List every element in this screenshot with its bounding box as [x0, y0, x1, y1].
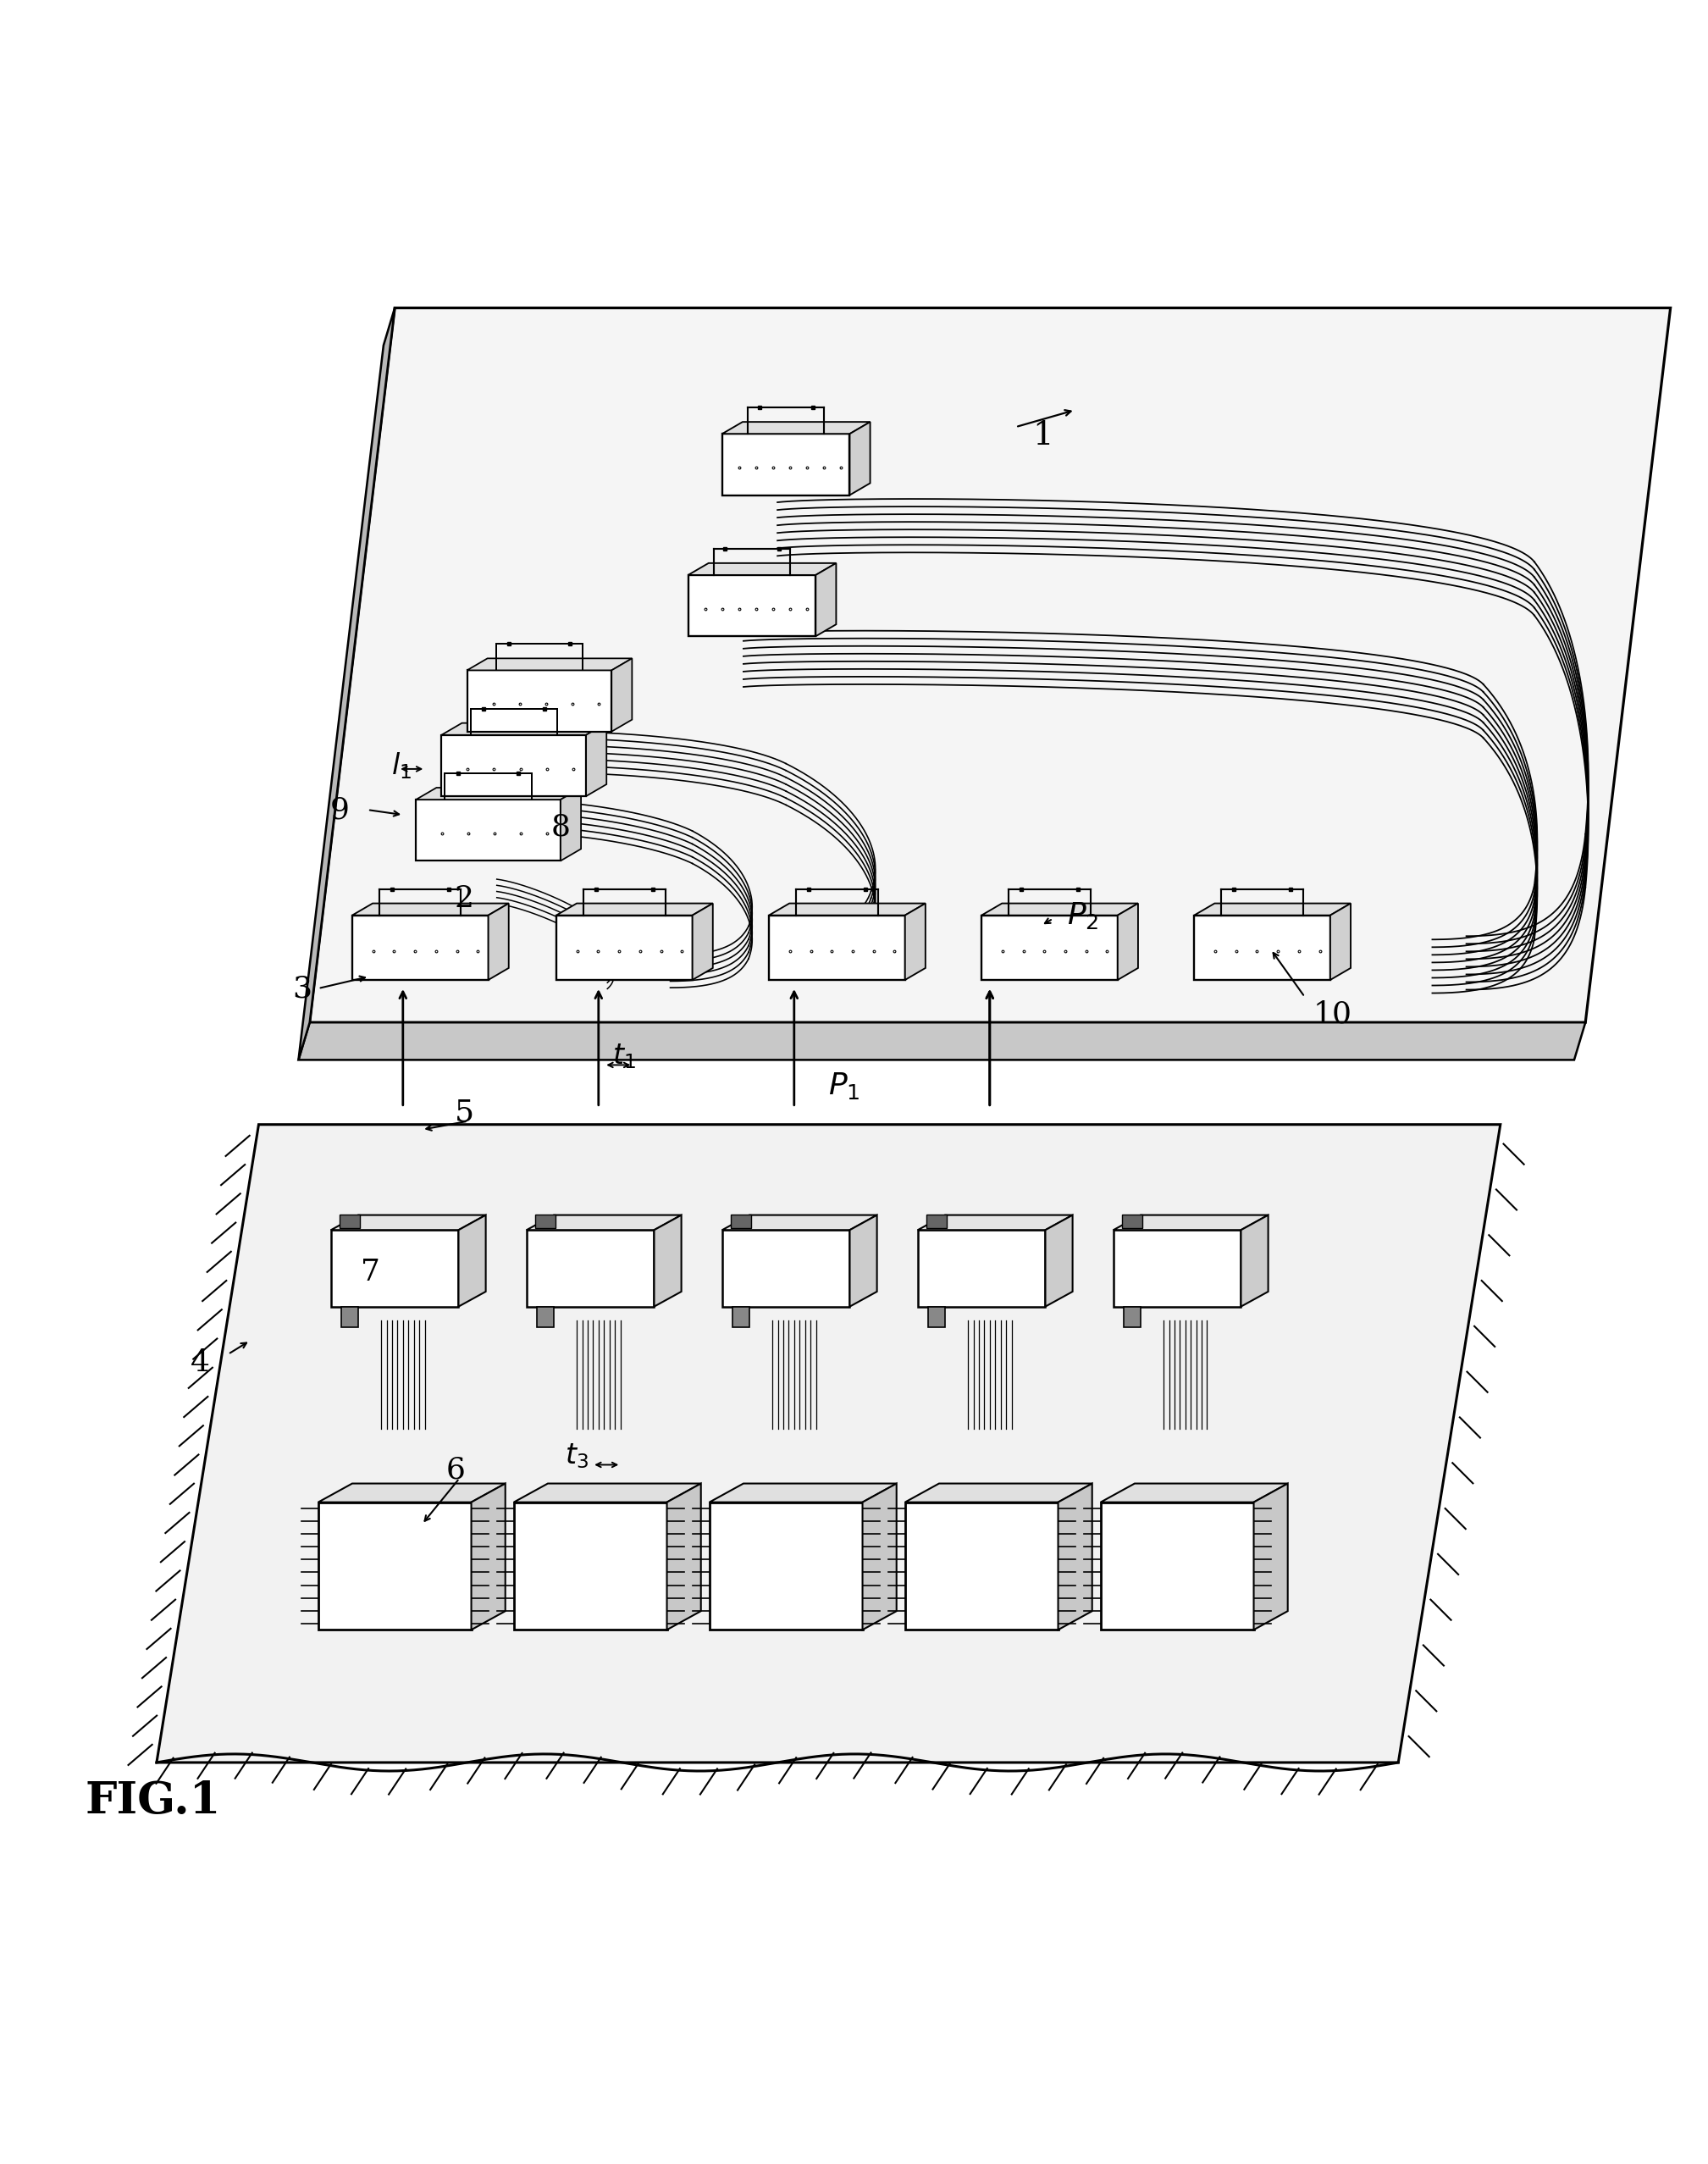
Polygon shape [466, 658, 632, 671]
Polygon shape [905, 902, 926, 980]
Polygon shape [417, 799, 560, 861]
Polygon shape [557, 915, 692, 980]
Text: 1: 1 [1033, 420, 1054, 450]
Polygon shape [1114, 1214, 1267, 1229]
Polygon shape [458, 1214, 485, 1307]
Polygon shape [851, 1214, 876, 1307]
Polygon shape [654, 1214, 681, 1307]
Polygon shape [1117, 902, 1138, 980]
Polygon shape [526, 1214, 681, 1229]
Bar [733, 1307, 750, 1327]
Polygon shape [917, 1214, 1073, 1229]
Polygon shape [1045, 1214, 1073, 1307]
Polygon shape [1331, 902, 1351, 980]
Polygon shape [442, 736, 586, 796]
Text: $t_1$: $t_1$ [613, 1043, 635, 1071]
Polygon shape [851, 422, 869, 496]
Text: 7: 7 [360, 1257, 381, 1288]
Text: 9: 9 [330, 796, 350, 824]
Polygon shape [611, 658, 632, 731]
Polygon shape [1100, 1485, 1288, 1502]
Polygon shape [688, 563, 837, 576]
Text: 6: 6 [446, 1456, 465, 1485]
Polygon shape [514, 1485, 700, 1502]
Polygon shape [1059, 1485, 1091, 1629]
Polygon shape [722, 422, 869, 433]
Polygon shape [488, 902, 509, 980]
Text: 5: 5 [454, 1097, 473, 1127]
Bar [927, 1307, 945, 1327]
Polygon shape [709, 1485, 897, 1502]
Text: 4: 4 [191, 1348, 210, 1376]
Text: 10: 10 [1313, 1000, 1353, 1028]
Text: $P_2$: $P_2$ [1066, 900, 1098, 931]
Polygon shape [318, 1502, 471, 1629]
Polygon shape [352, 915, 488, 980]
Bar [1122, 1214, 1143, 1229]
Bar [535, 1214, 555, 1229]
Polygon shape [709, 1502, 863, 1629]
Polygon shape [299, 1021, 1585, 1060]
Polygon shape [352, 902, 509, 915]
Polygon shape [471, 1485, 506, 1629]
Polygon shape [309, 307, 1670, 1021]
Polygon shape [1194, 902, 1351, 915]
Polygon shape [722, 433, 851, 496]
Polygon shape [982, 915, 1117, 980]
Polygon shape [769, 902, 926, 915]
Polygon shape [905, 1502, 1059, 1629]
Polygon shape [442, 723, 606, 736]
Polygon shape [299, 307, 395, 1060]
Polygon shape [526, 1229, 654, 1307]
Polygon shape [514, 1502, 666, 1629]
Text: $P_1$: $P_1$ [828, 1071, 861, 1101]
Polygon shape [863, 1485, 897, 1629]
Polygon shape [688, 576, 816, 636]
Bar [342, 1307, 359, 1327]
Polygon shape [1114, 1229, 1242, 1307]
Bar [731, 1214, 752, 1229]
Polygon shape [557, 902, 712, 915]
Text: $t_3$: $t_3$ [565, 1441, 589, 1472]
Polygon shape [586, 723, 606, 796]
Text: $l_1$: $l_1$ [391, 751, 412, 781]
Polygon shape [816, 563, 837, 636]
Polygon shape [722, 1214, 876, 1229]
Polygon shape [1254, 1485, 1288, 1629]
Text: 3: 3 [292, 974, 313, 1002]
Bar [926, 1214, 946, 1229]
Polygon shape [157, 1125, 1500, 1761]
Bar [536, 1307, 553, 1327]
Polygon shape [666, 1485, 700, 1629]
Polygon shape [692, 902, 712, 980]
Text: 2: 2 [454, 883, 473, 913]
Polygon shape [466, 671, 611, 731]
Text: 8: 8 [552, 812, 570, 842]
Polygon shape [331, 1214, 485, 1229]
Polygon shape [560, 788, 581, 861]
Polygon shape [722, 1229, 851, 1307]
Polygon shape [318, 1485, 506, 1502]
Polygon shape [417, 788, 581, 799]
Polygon shape [982, 902, 1138, 915]
Bar [1124, 1307, 1141, 1327]
Polygon shape [769, 915, 905, 980]
Polygon shape [917, 1229, 1045, 1307]
Text: FIG.1: FIG.1 [85, 1779, 220, 1822]
Polygon shape [1194, 915, 1331, 980]
Polygon shape [1242, 1214, 1267, 1307]
Bar [340, 1214, 360, 1229]
Polygon shape [1100, 1502, 1254, 1629]
Polygon shape [331, 1229, 458, 1307]
Polygon shape [905, 1485, 1091, 1502]
